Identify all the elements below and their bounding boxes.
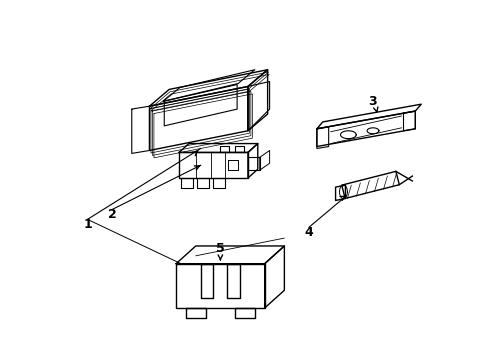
- Text: 3: 3: [368, 95, 377, 108]
- Text: 4: 4: [304, 226, 313, 239]
- Text: 2: 2: [107, 208, 116, 221]
- Text: 5: 5: [216, 242, 224, 255]
- Text: 1: 1: [83, 218, 92, 231]
